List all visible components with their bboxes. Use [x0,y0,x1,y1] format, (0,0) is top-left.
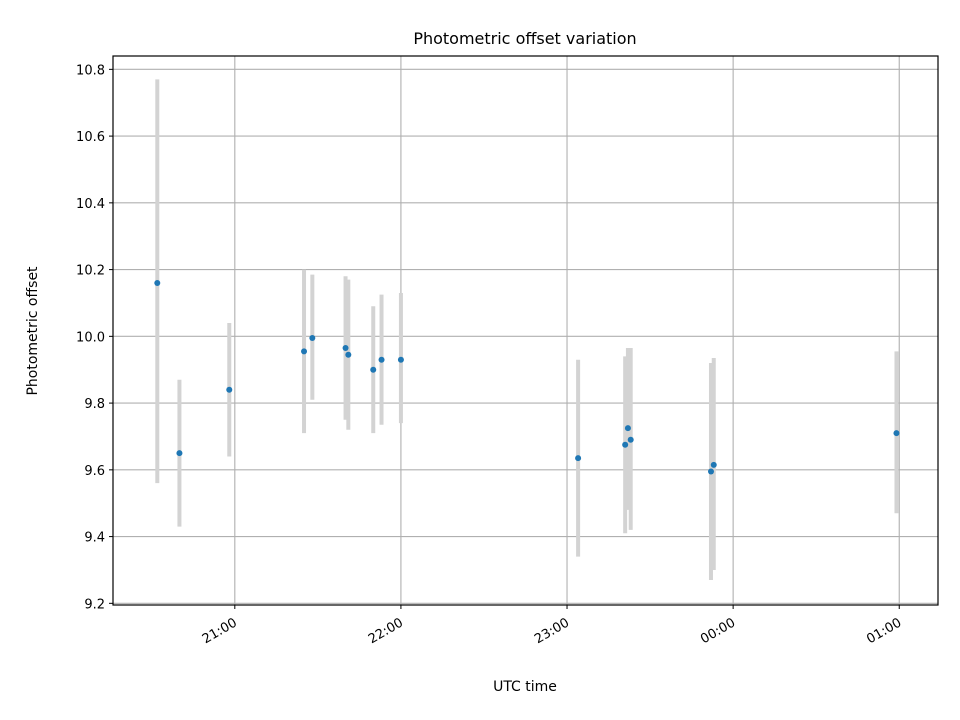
data-point [710,461,717,468]
data-point [624,425,631,432]
gridlines [113,56,938,605]
y-axis-label: Photometric offset [25,266,41,396]
data-point [378,356,385,363]
y-tick-label: 10.6 [76,130,105,145]
data-points [154,279,900,475]
x-tick-label: 21:00 [200,615,240,647]
y-tick-label: 10.8 [76,63,105,78]
data-point [345,351,352,358]
data-point [154,279,161,286]
data-point [176,450,183,457]
x-tick-label: 22:00 [366,615,406,647]
data-point [226,386,233,393]
error-bars [155,79,899,580]
data-point [342,345,349,352]
x-tick-label: 00:00 [698,615,738,647]
y-tick-label: 9.4 [84,531,105,546]
data-point [370,366,377,373]
data-point [893,430,900,437]
y-axis-ticks: 9.2 9.4 9.6 9.8 10.0 10.2 10.4 10.6 10.8 [76,63,113,612]
x-tick-label: 23:00 [532,615,572,647]
data-point [622,441,629,448]
x-tick-label: 01:00 [864,615,904,647]
x-axis-ticks: 21:00 22:00 23:00 00:00 01:00 [200,605,904,647]
data-point [309,335,316,342]
data-point [397,356,404,363]
y-tick-label: 9.8 [84,397,105,412]
y-tick-label: 10.0 [76,330,105,345]
data-point [575,455,582,462]
y-tick-label: 9.6 [84,464,105,479]
data-point [707,468,714,475]
y-tick-label: 10.4 [76,197,105,212]
x-axis-label: UTC time [493,679,557,695]
y-tick-label: 10.2 [76,264,105,279]
y-tick-label: 9.2 [84,597,105,612]
data-point [301,348,308,355]
plot-frame [112,55,939,606]
chart-title: Photometric offset variation [413,29,636,48]
data-point [627,436,634,443]
